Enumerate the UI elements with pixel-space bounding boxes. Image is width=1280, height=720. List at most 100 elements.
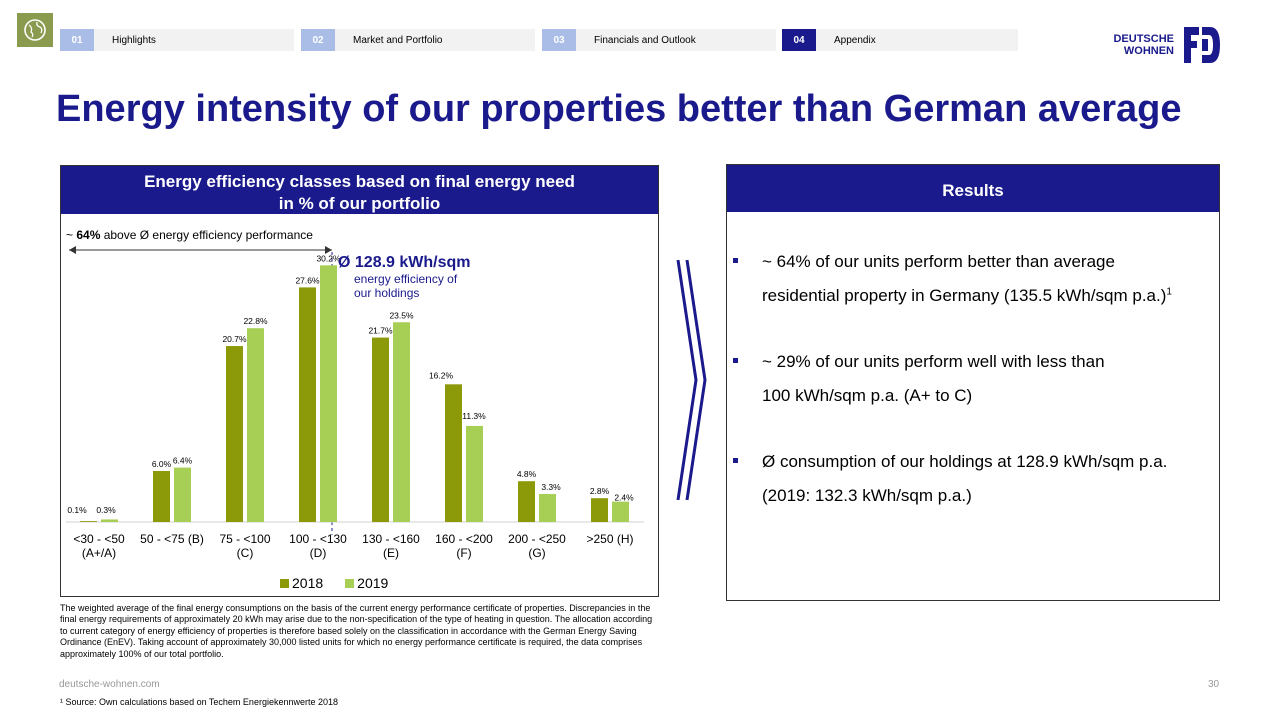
- bar-2019-0: [101, 519, 118, 522]
- legend-label-2018: 2018: [292, 575, 324, 591]
- data-label-2019-0: 0.3%: [96, 505, 116, 515]
- source-note: ¹ Source: Own calculations based on Tech…: [60, 697, 338, 707]
- nav-number: 02: [301, 29, 335, 51]
- nav-number: 01: [60, 29, 94, 51]
- chart-panel-header: Energy efficiency classes based on final…: [61, 166, 658, 214]
- brand-line1: DEUTSCHE: [1113, 33, 1174, 45]
- average-value: Ø 128.9 kWh/sqm: [338, 254, 471, 271]
- data-label-2018-3: 27.6%: [295, 275, 320, 285]
- data-label-2018-4: 21.7%: [368, 326, 393, 336]
- data-label-2018-1: 6.0%: [152, 459, 172, 469]
- data-label-2018-6: 4.8%: [517, 469, 537, 479]
- nav-tab-appendix[interactable]: 04 Appendix: [782, 29, 1018, 51]
- data-label-2019-6: 3.3%: [541, 482, 561, 492]
- above-text: above Ø energy efficiency performance: [100, 228, 313, 242]
- energy-class-bar-chart: 0.1% 0.3% <30 - <50(A+/A) 6.0% 6.4% 50 - <75 …: [66, 246, 644, 560]
- legend-swatch-2018: [280, 578, 289, 588]
- chevron-right-icon: [676, 260, 707, 500]
- bar-2018-1: [153, 471, 170, 522]
- x-tick-label-6-0: 200 - <250: [508, 532, 566, 546]
- x-tick-label-0-0: <30 - <50: [73, 532, 125, 546]
- x-tick-label-0-1: (A+/A): [82, 546, 116, 560]
- bar-2018-5: [445, 384, 462, 522]
- data-label-2019-3: 30.2%: [316, 253, 341, 263]
- chart-header-line2: in % of our portfolio: [278, 194, 441, 213]
- data-label-2019-1: 6.4%: [173, 456, 193, 466]
- data-label-2018-0: 0.1%: [67, 505, 87, 515]
- x-tick-label-2-0: 75 - <100: [219, 532, 270, 546]
- bullet-square-icon: [733, 458, 738, 463]
- data-label-2018-2: 20.7%: [222, 334, 247, 344]
- result-2-line2: 100 kWh/sqm p.a. (A+ to C): [762, 386, 973, 405]
- bar-2018-6: [518, 481, 535, 522]
- result-3-line1: Ø consumption of our holdings at 128.9 k…: [762, 452, 1168, 471]
- above-prefix: ~: [66, 228, 77, 242]
- nav-label: Appendix: [834, 34, 876, 46]
- result-3-line2: (2019: 132.3 kWh/sqm p.a.): [762, 486, 972, 505]
- nav-number: 03: [542, 29, 576, 51]
- results-panel: Results: [726, 164, 1220, 601]
- data-label-2018-7: 2.8%: [590, 486, 610, 496]
- bar-2019-3: [320, 265, 337, 522]
- average-desc-line2: our holdings: [354, 286, 420, 300]
- nav-tab-market-portfolio[interactable]: 02 Market and Portfolio: [301, 29, 535, 51]
- page-title: Energy intensity of our properties bette…: [56, 88, 1182, 130]
- x-tick-label-4-1: (E): [383, 546, 399, 560]
- bar-2018-4: [372, 337, 389, 522]
- legend-item-2019: 2019: [345, 575, 388, 591]
- methodology-footnote: The weighted average of the final energy…: [60, 603, 653, 659]
- chart-header-line1: Energy efficiency classes based on final…: [144, 172, 575, 191]
- chart-legend: 2018 2019: [280, 575, 410, 591]
- average-desc-line1: energy efficiency of: [354, 272, 458, 286]
- bar-2019-6: [539, 493, 556, 522]
- x-tick-label-6-1: (G): [528, 546, 545, 560]
- data-label-2019-7: 2.4%: [614, 493, 634, 503]
- result-2-line1: ~ 29% of our units perform well with les…: [762, 352, 1105, 371]
- x-tick-label-3-1: (D): [310, 546, 327, 560]
- arrow-head-right-icon: [325, 246, 332, 254]
- nav-tab-highlights[interactable]: 01 Highlights: [60, 29, 294, 51]
- brand-mark-icon: [1184, 27, 1220, 63]
- x-tick-label-1-0: 50 - <75 (B): [140, 532, 204, 546]
- data-label-2019-5: 11.3%: [462, 411, 486, 421]
- nav-label: Highlights: [112, 34, 156, 46]
- x-tick-label-2-1: (C): [237, 546, 254, 560]
- nav-label: Financials and Outlook: [594, 34, 696, 46]
- website-url[interactable]: deutsche-wohnen.com: [59, 679, 160, 690]
- nav-label: Market and Portfolio: [353, 34, 443, 46]
- result-1-footnote-marker: 1: [1166, 286, 1172, 298]
- bar-2019-4: [393, 322, 410, 522]
- globe-logo-icon: [17, 13, 53, 47]
- brand-line2: WOHNEN: [1123, 45, 1174, 57]
- legend-item-2018: 2018: [280, 575, 323, 591]
- average-annotation: Ø 128.9 kWh/sqm energy efficiency of our…: [338, 254, 471, 300]
- result-1-text: residential property in Germany (135.5 k…: [762, 286, 1167, 305]
- page-number: 30: [1208, 679, 1220, 690]
- bar-2018-0: [80, 521, 97, 522]
- bullet-square-icon: [733, 358, 738, 363]
- x-tick-label-7-0: >250 (H): [586, 532, 633, 546]
- bar-2019-7: [612, 501, 629, 522]
- results-header: Results: [727, 165, 1219, 212]
- result-1-line2: residential property in Germany (135.5 k…: [762, 286, 1172, 306]
- data-label-2018-5: 16.2%: [429, 370, 454, 380]
- data-label-2019-4: 23.5%: [389, 310, 414, 320]
- bar-2019-1: [174, 467, 191, 522]
- chart-panel: Energy efficiency classes based on final…: [60, 165, 659, 597]
- result-1-line1: ~ 64% of our units perform better than a…: [762, 252, 1115, 271]
- data-label-2019-2: 22.8%: [243, 316, 268, 326]
- above-percent: 64%: [76, 228, 101, 242]
- legend-label-2019: 2019: [357, 575, 389, 591]
- nav-tab-financials[interactable]: 03 Financials and Outlook: [542, 29, 776, 51]
- nav-number: 04: [782, 29, 816, 51]
- bar-2019-2: [247, 328, 264, 522]
- x-tick-label-5-0: 160 - <200: [435, 532, 493, 546]
- bar-2018-2: [226, 346, 243, 522]
- above-average-note: ~ 64% above Ø energy efficiency performa…: [66, 228, 313, 242]
- legend-swatch-2019: [345, 578, 355, 588]
- x-tick-label-3-0: 100 - <130: [289, 532, 347, 546]
- bar-2018-7: [591, 498, 608, 522]
- bar-2018-3: [299, 287, 316, 522]
- bullet-square-icon: [733, 258, 738, 263]
- x-tick-label-4-0: 130 - <160: [362, 532, 420, 546]
